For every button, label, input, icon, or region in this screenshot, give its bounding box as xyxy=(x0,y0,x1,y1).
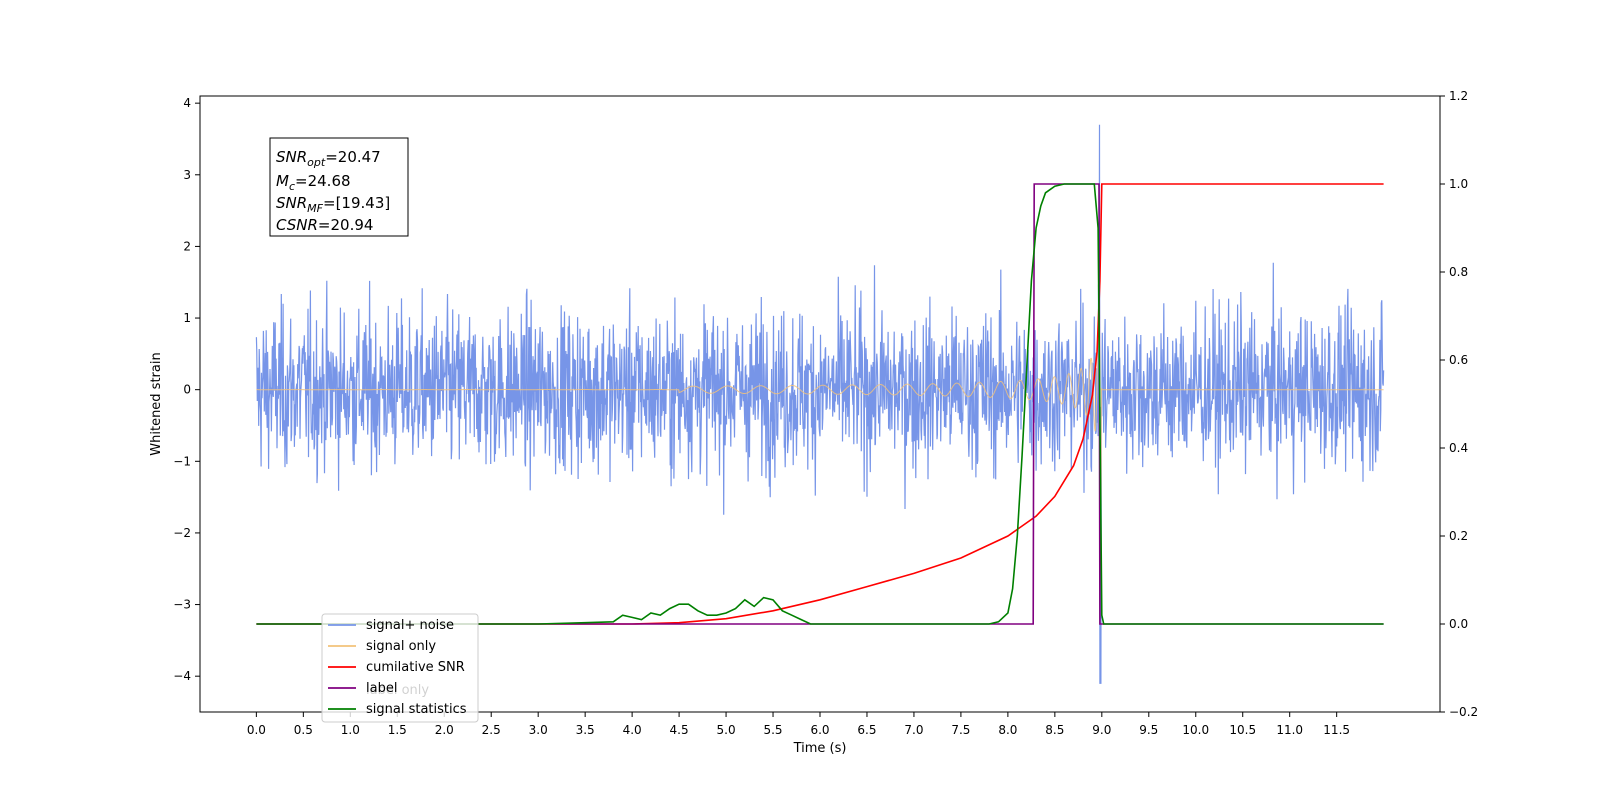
legend-label: cumilative SNR xyxy=(366,660,465,675)
y2-tick-label: 0.8 xyxy=(1449,265,1468,279)
y2-tick-label: 0.4 xyxy=(1449,441,1468,455)
y-tick-label: 2 xyxy=(183,239,191,253)
y-tick-label: −2 xyxy=(173,526,191,540)
cumulative-snr-line xyxy=(256,183,1384,625)
x-tick-label: 8.5 xyxy=(1045,723,1064,737)
legend-hidden-text: label only xyxy=(366,683,429,698)
y2-tick-label: 1.0 xyxy=(1449,177,1468,191)
annotation-csnr: CSNR=20.94 xyxy=(276,216,373,234)
y-axis-label: Whitened strain xyxy=(149,352,164,455)
legend-label: label xyxy=(366,681,397,696)
y-tick-label: 4 xyxy=(183,96,191,110)
y-tick-label: −3 xyxy=(173,598,191,612)
y-tick-label: 0 xyxy=(183,383,191,397)
x-tick-label: 3.0 xyxy=(529,723,548,737)
x-tick-label: 2.0 xyxy=(435,723,454,737)
x-tick-label: 1.0 xyxy=(341,723,360,737)
series-lines xyxy=(256,183,1384,625)
signal-statistics-line xyxy=(256,183,1384,625)
y2-tick-label: 0.2 xyxy=(1449,529,1468,543)
x-tick-label: 3.5 xyxy=(576,723,595,737)
y-axis-right: 1.2 1.0 0.8 0.6 0.4 0.2 0.0 −0.2 xyxy=(1440,89,1478,719)
x-tick-label: 2.5 xyxy=(482,723,501,737)
y-axis-left: 4 3 2 1 0 −1 −2 −3 −4 xyxy=(173,96,200,683)
y2-tick-label: −0.2 xyxy=(1449,705,1478,719)
x-tick-label: 11.0 xyxy=(1276,723,1303,737)
legend-label: signal statistics xyxy=(366,702,467,717)
legend-label: signal+ noise xyxy=(366,618,454,633)
x-tick-label: 7.5 xyxy=(951,723,970,737)
x-tick-label: 9.5 xyxy=(1139,723,1158,737)
x-tick-label: 10.5 xyxy=(1229,723,1256,737)
x-tick-label: 10.0 xyxy=(1182,723,1209,737)
x-tick-label: 1.5 xyxy=(388,723,407,737)
x-tick-label: 0.5 xyxy=(294,723,313,737)
annotation-snr-mf: SNRMF=[19.43] xyxy=(276,194,390,215)
signal-only-line xyxy=(256,327,1384,512)
annotation-box: SNRopt=20.47 Mc=24.68 SNRMF=[19.43] CSNR… xyxy=(269,137,409,237)
x-tick-label: 11.5 xyxy=(1323,723,1350,737)
legend-label: signal only xyxy=(366,639,436,654)
x-axis: 0.0 0.5 1.0 1.5 2.0 2.5 3.0 3.5 4.0 4.5 5.0 5.5 6.0 6… xyxy=(247,712,1350,737)
y2-tick-label: 0.6 xyxy=(1449,353,1468,367)
series-signal-noise xyxy=(255,124,1385,684)
x-tick-label: 4.5 xyxy=(670,723,689,737)
x-tick-label: 5.0 xyxy=(717,723,736,737)
y-tick-label: −4 xyxy=(173,669,191,683)
y2-tick-label: 0.0 xyxy=(1449,617,1468,631)
y-tick-label: 1 xyxy=(183,311,191,325)
x-axis-label: Time (s) xyxy=(793,741,847,756)
x-tick-label: 4.0 xyxy=(623,723,642,737)
x-tick-label: 5.5 xyxy=(763,723,782,737)
annotation-snr-opt: SNRopt=20.47 xyxy=(276,148,381,169)
series-signal-only xyxy=(256,327,1384,512)
x-tick-label: 0.0 xyxy=(247,723,266,737)
legend: label only signal+ noise signal only cumil… xyxy=(321,613,479,723)
x-tick-label: 9.0 xyxy=(1092,723,1111,737)
signal-noise-line xyxy=(255,124,1385,684)
annotation-chirp-mass: Mc=24.68 xyxy=(276,172,351,193)
y2-tick-label: 1.2 xyxy=(1449,89,1468,103)
x-tick-label: 6.0 xyxy=(810,723,829,737)
y-tick-label: −1 xyxy=(173,454,191,468)
x-tick-label: 6.5 xyxy=(857,723,876,737)
x-tick-label: 7.0 xyxy=(904,723,923,737)
x-tick-label: 8.0 xyxy=(998,723,1017,737)
y-tick-label: 3 xyxy=(183,168,191,182)
